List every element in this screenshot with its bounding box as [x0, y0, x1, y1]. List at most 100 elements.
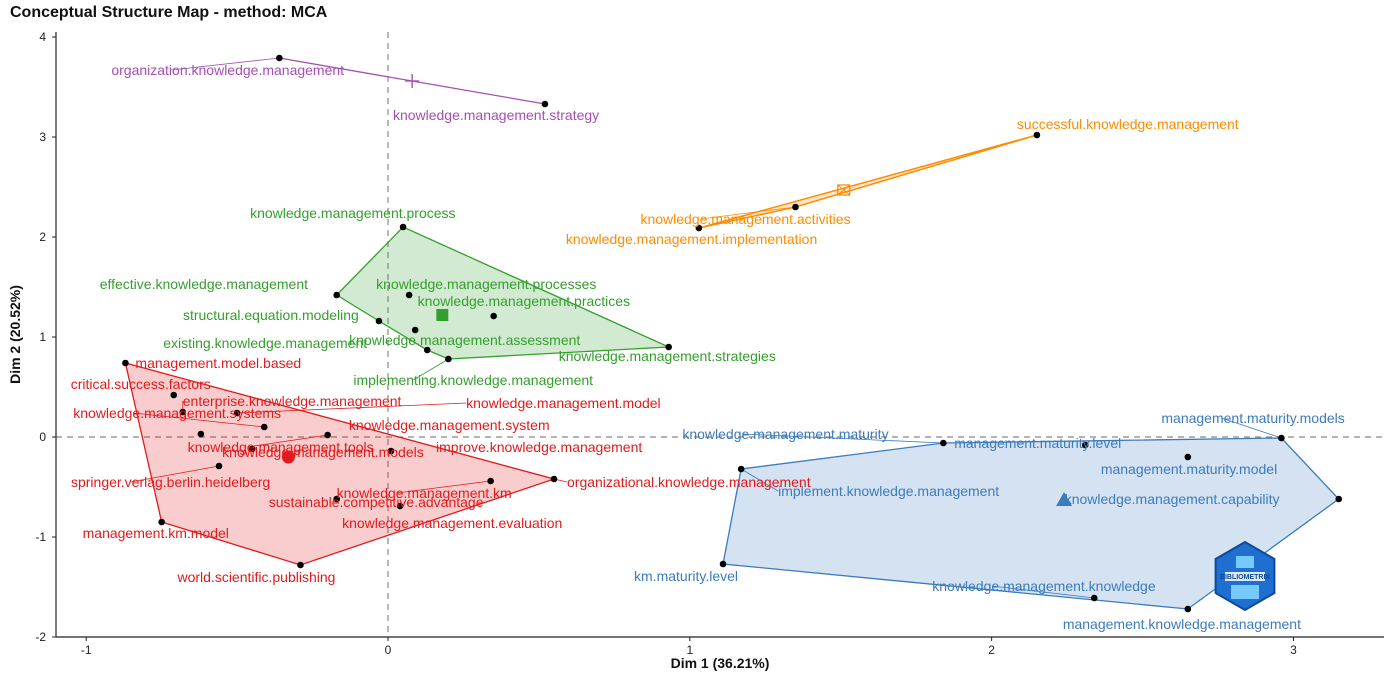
data-point [550, 475, 558, 483]
logo-band [1225, 572, 1265, 581]
data-point [405, 291, 413, 299]
data-point [333, 291, 340, 299]
data-points [122, 54, 1343, 613]
label-leader [740, 468, 779, 492]
point-label: knowledge.management.assessment [349, 332, 580, 348]
data-point [215, 462, 223, 470]
logo-block-top [1236, 556, 1254, 568]
point-label: knowledge.management.knowledge [932, 578, 1156, 594]
data-point [719, 560, 727, 568]
point-label: knowledge.management.maturity [682, 426, 888, 442]
data-point [411, 326, 419, 334]
point-label: existing.knowledge.management [163, 335, 367, 351]
point-label: improve.knowledge.management [436, 439, 642, 455]
logo-block [1231, 585, 1259, 599]
point-label: knowledge.management.tools [188, 439, 374, 455]
data-point [260, 423, 268, 431]
x-axis-title: Dim 1 (36.21%) [671, 655, 770, 671]
point-label: management.maturity.models [1161, 410, 1344, 426]
data-point [197, 430, 205, 438]
data-point [1184, 605, 1192, 613]
x-tick-label: 1 [686, 643, 693, 657]
logo-text: BIBLIOMETRIX [1220, 574, 1270, 581]
point-label: springer.verlag.berlin.heidelberg [71, 474, 270, 490]
point-label: management.maturity.level [954, 435, 1121, 451]
data-point [248, 445, 256, 453]
data-point [792, 203, 799, 211]
label-leader [133, 412, 265, 428]
data-point [396, 502, 404, 510]
x-tick-label: 0 [385, 643, 392, 657]
data-point [333, 495, 340, 503]
point-label: knowledge.management.practices [418, 293, 630, 309]
data-point [122, 359, 129, 367]
point-label: implementing.knowledge.management [353, 372, 593, 388]
data-point [1090, 594, 1098, 602]
point-label: knowledge.management.models [222, 444, 424, 460]
data-point [375, 317, 383, 325]
point-label: knowledge.management.strategy [393, 107, 599, 123]
label-leader [1221, 417, 1282, 439]
point-label: knowledge.management.processes [376, 276, 596, 292]
label-leader [413, 358, 449, 381]
data-point [1278, 434, 1285, 442]
data-point [179, 408, 187, 416]
y-tick-label: 3 [39, 130, 46, 144]
data-point [423, 346, 431, 354]
data-point [276, 54, 283, 62]
label-leader [130, 465, 220, 483]
cluster-hulls [124, 57, 1340, 610]
data-point [387, 447, 395, 455]
label-leader [396, 480, 491, 494]
cluster-hull-outline-orange [698, 134, 1038, 229]
point-label: implement.knowledge.management [778, 483, 999, 499]
point-label: knowledge.management.system [349, 417, 550, 433]
x-tick-label: 2 [988, 643, 995, 657]
data-point [233, 409, 241, 417]
centroid-marker-red [281, 450, 295, 464]
point-label: knowledge.management.activities [640, 211, 850, 227]
data-point [541, 100, 549, 108]
data-point [170, 391, 178, 399]
point-label: knowledge.management.strategies [559, 348, 776, 364]
point-label: knowledge.management.evaluation [342, 515, 562, 531]
y-tick-label: 1 [39, 330, 46, 344]
point-label: world.scientific.publishing [176, 569, 335, 585]
y-tick-label: 0 [39, 430, 46, 444]
data-point [1184, 453, 1192, 461]
data-point [940, 439, 947, 447]
point-label: enterprise.knowledge.management [183, 393, 402, 409]
data-point [1335, 495, 1343, 503]
data-point [399, 223, 407, 231]
point-label: organization.knowledge.management [111, 62, 344, 78]
point-label: sustainable.competitive.advantage [269, 494, 484, 510]
point-label: knowledge.management.systems [73, 405, 281, 421]
label-leader [992, 585, 1095, 599]
data-point [1033, 131, 1041, 139]
data-point [158, 518, 165, 526]
point-labels: organization.knowledge.management knowled… [71, 62, 1345, 632]
point-label: knowledge.management.process [250, 205, 455, 221]
label-leader [247, 434, 328, 448]
point-label: management.maturity.model [1101, 461, 1277, 477]
point-label: management.model.based [135, 355, 301, 371]
centroid-marker-orange [837, 184, 851, 196]
x-tick-label: -1 [81, 643, 92, 657]
data-point [695, 224, 703, 232]
data-point [490, 312, 497, 320]
point-label: structural.equation.modeling [183, 307, 359, 323]
y-tick-label: -2 [35, 630, 46, 644]
reference-lines [56, 32, 1384, 637]
point-label: knowledge.management.implementation [566, 231, 817, 247]
point-label: management.knowledge.management [1063, 616, 1301, 632]
point-label: knowledge.management.km [337, 485, 512, 501]
label-leader [237, 402, 467, 414]
y-axis-title: Dim 2 (20.52%) [7, 285, 23, 384]
data-point [1081, 441, 1089, 449]
y-tick-label: -1 [35, 530, 46, 544]
y-tick-label: 4 [39, 30, 46, 44]
label-leader [700, 206, 796, 220]
point-label: successful.knowledge.management [1017, 116, 1239, 132]
